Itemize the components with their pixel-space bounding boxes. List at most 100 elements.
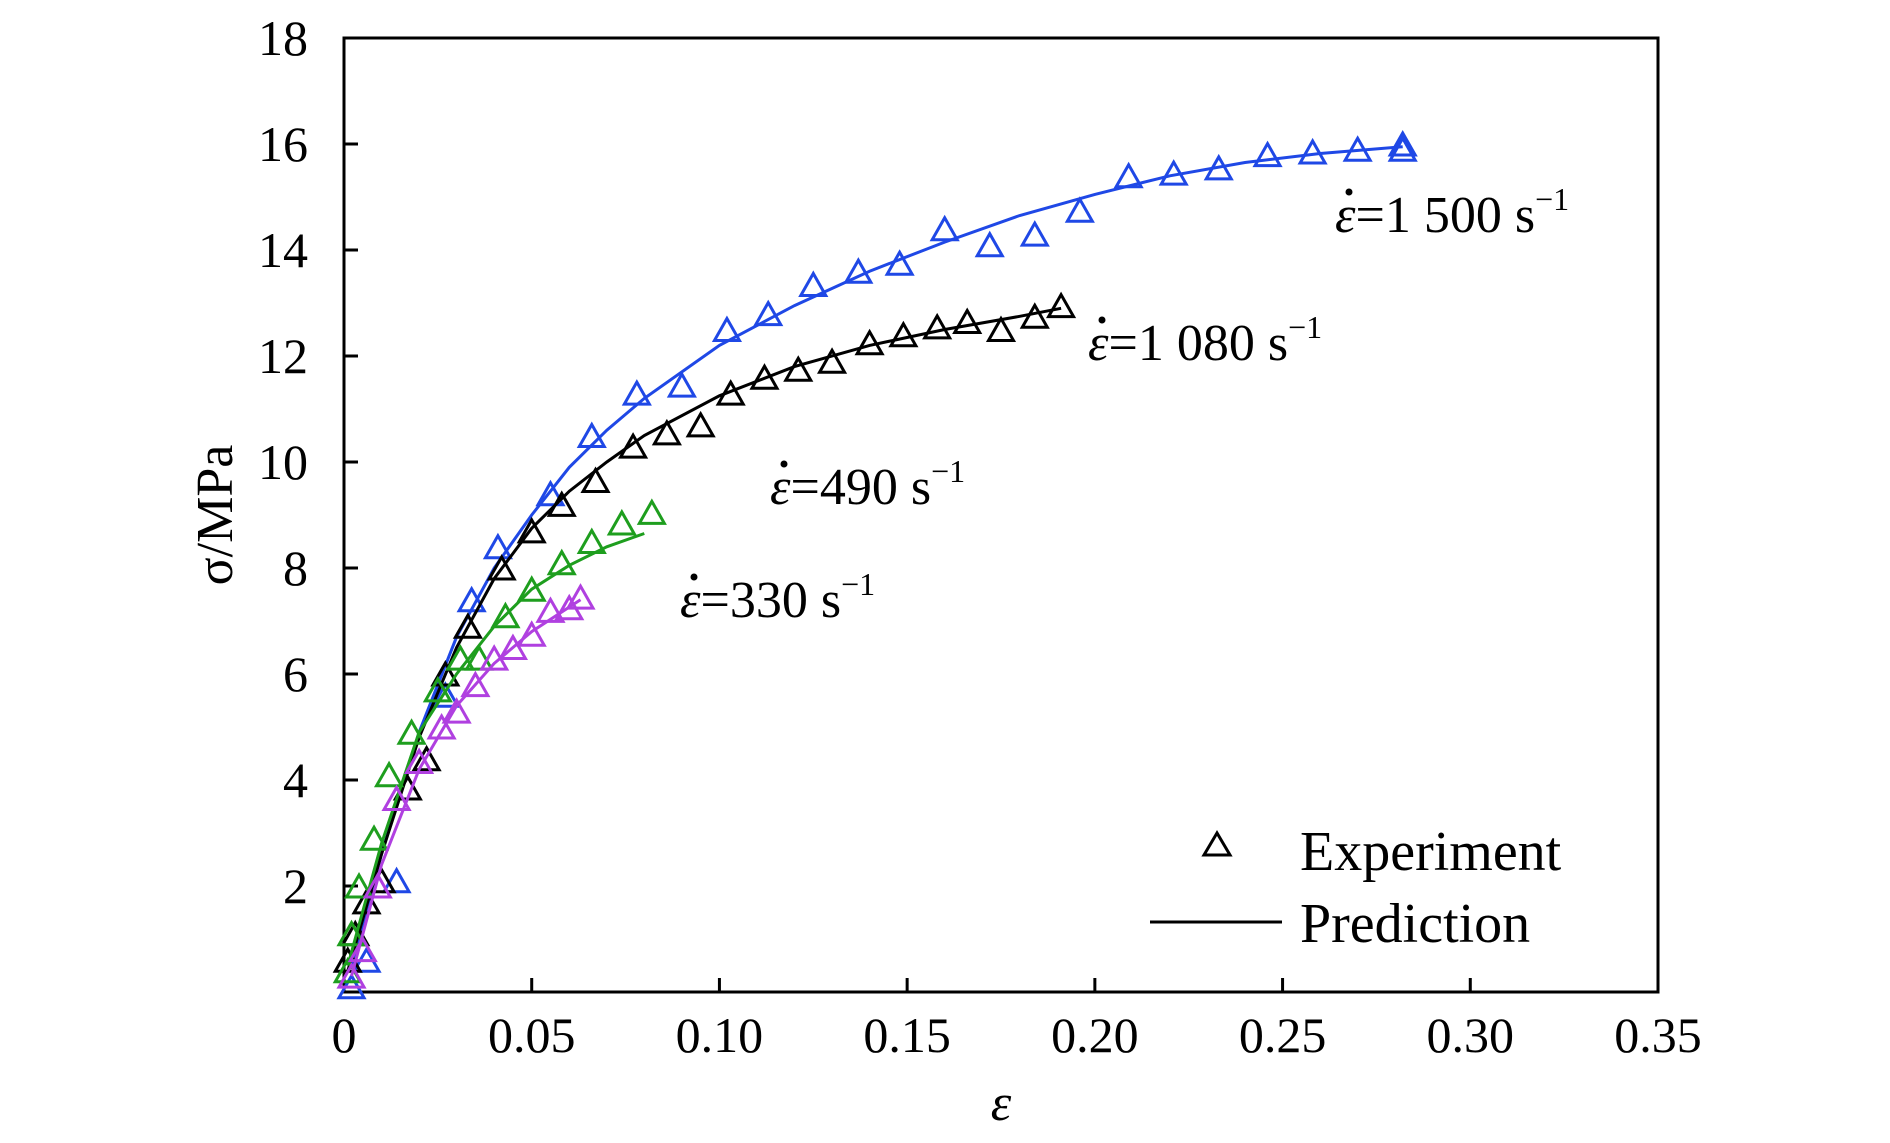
experiment-point <box>1158 159 1189 186</box>
experiment-point <box>535 479 566 507</box>
x-tick-label: 0.35 <box>1614 1007 1702 1063</box>
experiment-point <box>422 675 453 703</box>
experiment-point <box>460 670 491 698</box>
x-tick-label: 0.30 <box>1427 1007 1515 1063</box>
experiment-point <box>516 575 547 602</box>
y-tick-label: 4 <box>283 752 308 808</box>
rate-annotations: ε=1 500 s−1 ε=1 080 s−1 ε=490 s−1 ε=330 s−1 <box>680 181 1569 629</box>
experiment-point <box>854 328 885 356</box>
plot-frame <box>342 36 1660 994</box>
experiment-point <box>430 681 461 708</box>
experiment-point <box>715 379 746 406</box>
experiment-point <box>396 718 427 745</box>
y-axis-title: σ/MPa <box>187 445 244 586</box>
experiment-point <box>651 418 682 446</box>
prediction-line <box>346 306 1062 972</box>
series-0 <box>336 129 1418 1000</box>
experiment-point <box>430 659 461 687</box>
experiment-point <box>576 421 607 448</box>
experiment-point <box>922 312 953 340</box>
experiment-point <box>343 871 375 899</box>
rate-dot <box>780 460 788 468</box>
legend-prediction-label: Prediction <box>1300 893 1530 955</box>
experiment-point <box>546 548 577 576</box>
y-tick-label: 16 <box>258 116 308 172</box>
y-tick-label: 2 <box>283 858 308 914</box>
x-tick-label: 0.10 <box>676 1007 764 1063</box>
experiment-point <box>1387 135 1418 162</box>
rate-label-1: ε=1 080 s−1 <box>1088 309 1322 372</box>
series-layer <box>332 129 1418 1000</box>
legend: Experiment Prediction <box>1150 821 1562 955</box>
experiment-point <box>1297 137 1328 165</box>
rate-label-text: ε=1 080 s−1 <box>1088 309 1322 372</box>
experiment-point <box>798 270 829 297</box>
y-tick-label: 18 <box>258 10 308 66</box>
rate-dot <box>690 573 698 581</box>
series-3 <box>336 583 596 989</box>
experiment-point <box>783 355 814 382</box>
x-tick-label: 0.15 <box>863 1007 951 1063</box>
rate-dot <box>1098 316 1106 324</box>
x-tick-label: 0.05 <box>488 1007 576 1063</box>
experiment-point <box>606 508 637 536</box>
experiment-point <box>711 315 743 342</box>
experiment-point <box>456 585 487 613</box>
experiment-point <box>580 466 611 494</box>
rate-label-3: ε=330 s−1 <box>680 566 875 629</box>
y-tick-label: 12 <box>258 328 308 384</box>
experiment-point <box>490 601 521 629</box>
experiment-point <box>445 644 476 671</box>
experiment-point <box>362 871 393 899</box>
experiment-point <box>843 257 874 284</box>
experiment-point <box>816 347 848 374</box>
experiment-point <box>1045 291 1077 319</box>
prediction-line <box>346 532 645 966</box>
experiment-point <box>565 583 596 610</box>
experiment-point <box>381 784 412 812</box>
prediction-line <box>350 598 582 977</box>
experiment-point <box>1342 135 1373 162</box>
y-tick-label: 8 <box>283 540 308 596</box>
experiment-point <box>884 249 915 276</box>
experiment-point <box>497 633 529 660</box>
experiment-point <box>1203 153 1234 181</box>
experiment-point <box>929 214 960 242</box>
experiment-point <box>985 315 1017 342</box>
rate-label-text: ε=330 s−1 <box>680 566 875 629</box>
experiment-point <box>666 371 697 398</box>
experiment-point <box>952 307 983 335</box>
experiment-point <box>753 299 784 327</box>
experiment-point <box>452 612 483 639</box>
axes: 0 0.05 0.10 0.15 0.20 0.25 0.30 0.35 2 4 6 8 10 12 14 1… <box>258 10 1702 1063</box>
experiment-point <box>749 363 780 390</box>
experiment-point <box>1019 220 1050 247</box>
experiment-point <box>441 697 472 724</box>
experiment-point <box>373 760 405 788</box>
experiment-point <box>621 379 652 406</box>
experiment-point <box>464 644 495 671</box>
experiment-point <box>618 432 649 459</box>
experiment-point <box>974 230 1005 258</box>
x-tick-label: 0 <box>332 1007 357 1063</box>
x-tick-label: 0.25 <box>1239 1007 1327 1063</box>
experiment-point <box>411 744 442 772</box>
experiment-point <box>336 962 367 989</box>
y-tick-label: 10 <box>258 434 308 490</box>
experiment-point <box>888 320 919 348</box>
experiment-point <box>381 866 412 894</box>
experiment-point <box>636 498 667 525</box>
experiment-point <box>486 553 517 581</box>
x-tick-label: 0.20 <box>1051 1007 1139 1063</box>
experiment-point <box>482 532 514 560</box>
experiment-point <box>1113 161 1144 189</box>
experiment-point <box>516 516 547 544</box>
experiment-point <box>685 410 716 438</box>
experiment-point <box>426 712 457 740</box>
experiment-point <box>404 747 435 774</box>
y-tick-label: 14 <box>258 222 308 278</box>
x-axis-title: ε <box>991 1075 1012 1132</box>
experiment-point <box>1387 129 1418 157</box>
experiment-point <box>535 596 566 623</box>
